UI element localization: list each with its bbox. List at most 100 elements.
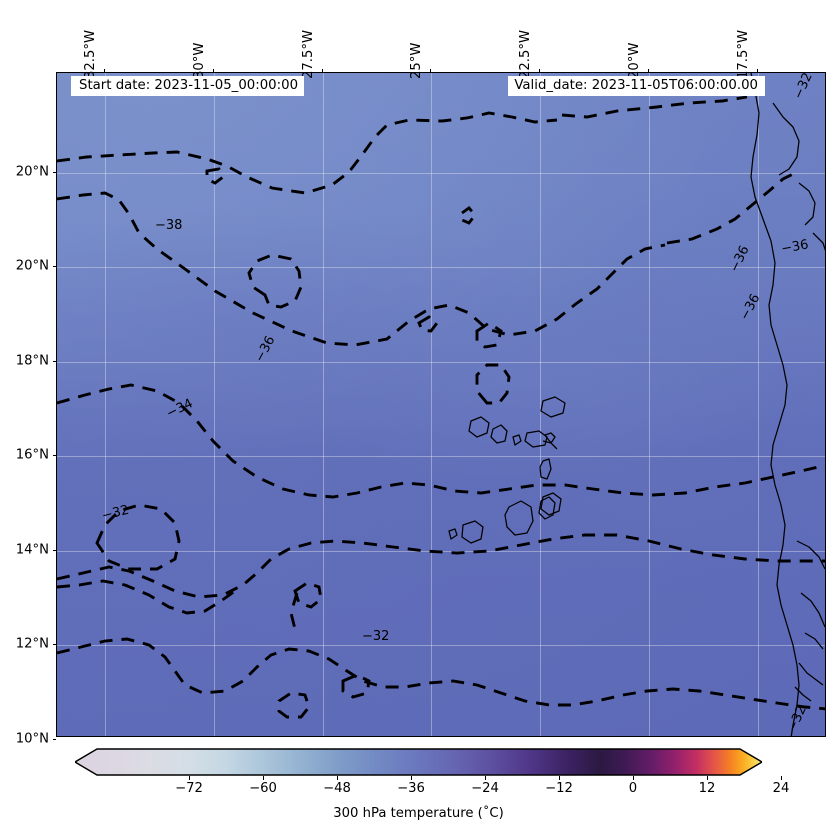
ytick-label-20: 20°N xyxy=(15,258,49,274)
ytick-mark-10 xyxy=(52,739,56,740)
graticule-lon-32p5 xyxy=(105,73,106,736)
xtick-label-30: 30°W xyxy=(192,42,207,79)
ytick-label-22: 20°N xyxy=(15,164,49,180)
island-boavista xyxy=(539,458,552,480)
colorbar-gradient[interactable] xyxy=(75,748,762,776)
contour-frag-c xyxy=(417,315,440,333)
cbtick-mark-0 xyxy=(633,776,634,780)
xtick-label-20: 20°W xyxy=(627,42,642,79)
xtick-label-25: 25°W xyxy=(409,42,424,79)
coast-casamance xyxy=(804,632,824,650)
contour-36-cell-a xyxy=(247,253,303,309)
cbtick-label--72: −72 xyxy=(175,781,203,796)
graticule-lat-16 xyxy=(57,456,825,457)
cbtick-mark--48 xyxy=(337,776,338,780)
contour-36-ne xyxy=(666,169,800,245)
contour-frag-d xyxy=(475,321,503,349)
island-maio xyxy=(540,492,562,516)
contour-south-cell-b xyxy=(341,673,371,699)
contour-label-36-a: −36 xyxy=(252,334,278,365)
graticule-lon-25 xyxy=(431,73,432,736)
ytick-mark-22 xyxy=(52,172,56,173)
ytick-mark-12 xyxy=(52,644,56,645)
ytick-mark-18 xyxy=(52,361,56,362)
coast-cape-blanc xyxy=(772,102,800,176)
island-santo-antao xyxy=(468,416,490,438)
coast-gambia xyxy=(800,592,825,628)
ytick-mark-14 xyxy=(52,550,56,551)
contour-label-32-b: −32 xyxy=(362,629,389,644)
coast-west-africa xyxy=(750,73,800,736)
contour-38b xyxy=(561,95,748,119)
island-sal xyxy=(540,396,566,418)
graticule-lon-17p5 xyxy=(758,73,759,736)
cbtick-label--12: −12 xyxy=(545,781,573,796)
island-santa-luzia xyxy=(512,434,522,446)
contour-south-frag xyxy=(289,592,299,630)
contour-south-cell-a xyxy=(277,691,311,719)
coastlines xyxy=(448,73,825,736)
ytick-label-14: 14°N xyxy=(15,542,49,558)
contour-32-wave xyxy=(57,579,236,615)
island-sao-nicolau xyxy=(524,430,548,448)
colorbar-axis-label: 300 hPa temperature (˚C) xyxy=(333,806,504,821)
xtick-mark-27p5 xyxy=(322,68,323,72)
contour-label-34: −34 xyxy=(164,396,195,422)
contour-and-coastline-overlay: −38 −36 −36 −36 −36 −34 −32 −32 −32 −32 xyxy=(57,73,825,736)
colorbar[interactable] xyxy=(75,748,762,776)
temperature-field-detail xyxy=(57,73,825,736)
xtick-label-17p5: 17.5°W xyxy=(736,30,751,79)
contour-32-main xyxy=(57,533,825,599)
coast-guinea xyxy=(794,686,812,702)
contour-frag-b xyxy=(460,206,477,225)
island-brava xyxy=(461,520,484,544)
cbtick-mark--60 xyxy=(263,776,264,780)
valid-date-annotation: Valid_date: 2023-11-05T06:00:00.00 xyxy=(508,76,765,96)
contour-south-cell-c xyxy=(293,581,323,609)
xtick-mark-30 xyxy=(213,68,214,72)
coast-inlet-a xyxy=(798,182,816,226)
cbtick-label--48: −48 xyxy=(323,781,351,796)
xtick-label-22p5: 22.5°W xyxy=(518,30,533,79)
graticule-lat-12 xyxy=(57,645,825,646)
island-sao-vicente xyxy=(490,424,508,444)
ytick-label-16: 16°N xyxy=(15,447,49,463)
cbtick-label--24: −24 xyxy=(471,781,499,796)
island-rombos xyxy=(448,528,458,540)
cbtick-label-24: 24 xyxy=(772,781,790,796)
graticule-lat-22 xyxy=(57,173,825,174)
cbtick-label--36: −36 xyxy=(397,781,425,796)
coast-inlet-b xyxy=(812,232,825,251)
cbtick-label-0: 0 xyxy=(628,781,638,796)
contour-label-32-c: −32 xyxy=(785,703,810,734)
map-axes[interactable]: −38 −36 −36 −36 −36 −34 −32 −32 −32 −32 xyxy=(56,72,826,737)
island-boavista-n xyxy=(544,432,556,444)
ytick-label-18: 18°N xyxy=(15,353,49,369)
xtick-label-27p5: 27.5°W xyxy=(301,30,316,79)
contour-lines xyxy=(57,95,825,719)
contour-32-cell xyxy=(95,503,181,571)
xtick-label-32p5: 32.5°W xyxy=(83,30,98,79)
contour-label-36-d: −36 xyxy=(737,292,763,323)
cbtick-mark--12 xyxy=(559,776,560,780)
graticule-lon-27p5 xyxy=(323,73,324,736)
graticule-lon-20 xyxy=(649,73,650,736)
cbtick-label-12: 12 xyxy=(698,781,716,796)
cbtick-mark--36 xyxy=(411,776,412,780)
contour-36-main xyxy=(57,191,666,347)
graticule-lat-20 xyxy=(57,267,825,268)
ytick-mark-20 xyxy=(52,266,56,267)
contour-label-36-b: −36 xyxy=(727,244,753,275)
graticule-lat-18 xyxy=(57,362,825,363)
xtick-mark-17p5 xyxy=(757,68,758,72)
ytick-label-12: 12°N xyxy=(15,636,49,652)
contour-label-32-a: −32 xyxy=(100,503,130,524)
cbtick-mark-24 xyxy=(781,776,782,780)
contour-label-32-d: −32 xyxy=(791,73,816,102)
cbtick-mark-12 xyxy=(707,776,708,780)
xtick-mark-22p5 xyxy=(539,68,540,72)
graticule-lon-22p5 xyxy=(540,73,541,736)
island-santiago xyxy=(504,500,534,536)
contour-label-38: −38 xyxy=(155,218,182,233)
